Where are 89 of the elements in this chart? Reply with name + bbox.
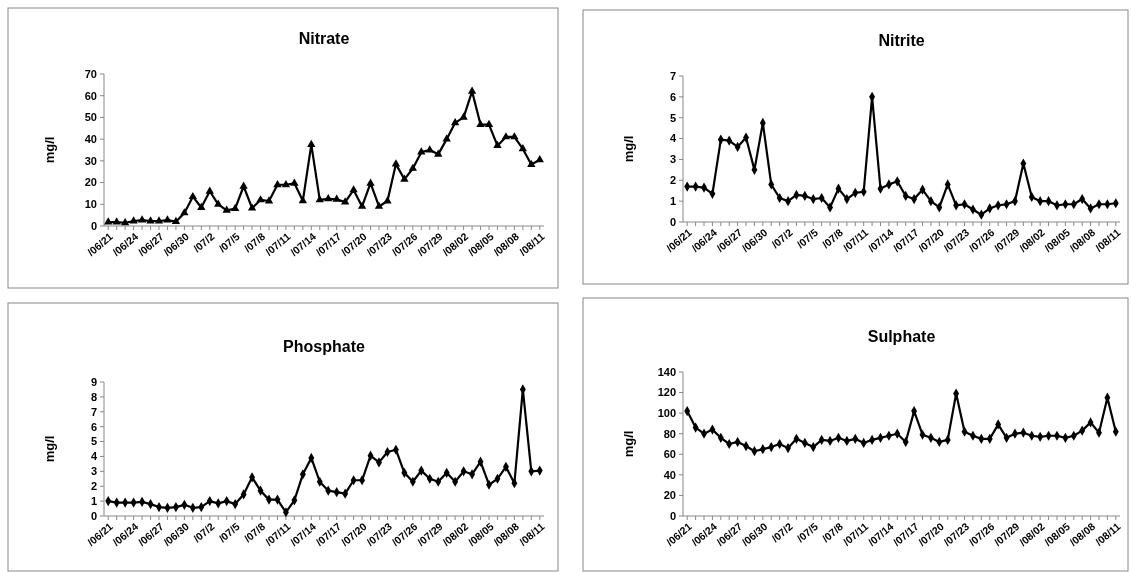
- point: [298, 196, 308, 204]
- point: [527, 159, 536, 167]
- y-axis-title: mg/l: [42, 136, 57, 164]
- y-tick-label: 0: [90, 509, 97, 522]
- point: [146, 216, 155, 224]
- y-tick-label: 60: [663, 448, 676, 461]
- point: [366, 178, 375, 186]
- point: [476, 119, 485, 127]
- point: [459, 112, 468, 120]
- point: [357, 201, 367, 209]
- point: [518, 144, 528, 152]
- point: [307, 139, 316, 147]
- y-tick-label: 6: [669, 90, 676, 103]
- y-tick-label: 140: [657, 365, 676, 378]
- y-tick-label: 5: [90, 435, 97, 448]
- point: [222, 205, 231, 213]
- point: [450, 118, 460, 126]
- y-axis-title: mg/l: [42, 435, 57, 463]
- point: [256, 195, 265, 203]
- point: [171, 216, 181, 225]
- point: [230, 203, 240, 212]
- y-tick-label: 30: [84, 154, 97, 167]
- y-tick-label: 7: [669, 69, 676, 82]
- y-tick-label: 0: [669, 509, 676, 522]
- y-tick-label: 80: [663, 427, 676, 440]
- point: [510, 132, 519, 140]
- y-tick-label: 4: [669, 132, 677, 145]
- y-tick-label: 3: [669, 153, 676, 166]
- y-tick-label: 0: [669, 215, 676, 228]
- point: [281, 179, 291, 188]
- y-tick-label: 1: [90, 494, 97, 507]
- y-tick-label: 40: [84, 132, 97, 145]
- point: [214, 199, 223, 207]
- chart-title: Nitrate: [298, 30, 350, 47]
- point: [273, 179, 282, 188]
- y-tick-label: 60: [84, 89, 97, 102]
- y-tick-label: 10: [84, 198, 97, 211]
- point: [374, 201, 384, 209]
- point: [129, 216, 138, 224]
- y-tick-label: 4: [90, 450, 98, 463]
- point: [332, 194, 341, 202]
- point: [120, 217, 130, 226]
- y-axis-title: mg/l: [621, 430, 636, 458]
- point: [180, 208, 189, 216]
- point: [349, 185, 358, 193]
- y-tick-label: 8: [90, 390, 97, 403]
- point: [501, 132, 511, 140]
- y-tick-label: 100: [657, 406, 676, 419]
- point: [197, 202, 206, 210]
- point: [137, 215, 147, 223]
- chart-title: Sulphate: [867, 328, 936, 345]
- point: [467, 86, 477, 94]
- y-tick-label: 70: [84, 67, 97, 80]
- point: [484, 119, 494, 127]
- y-tick-label: 2: [90, 480, 97, 493]
- point: [442, 134, 451, 142]
- chart-title: Nitrite: [878, 32, 925, 49]
- y-tick-label: 40: [663, 468, 676, 481]
- point: [493, 140, 502, 149]
- y-tick-label: 6: [90, 420, 97, 433]
- y-tick-label: 0: [90, 219, 97, 232]
- y-tick-label: 9: [90, 375, 97, 388]
- point: [425, 145, 434, 153]
- y-tick-label: 3: [90, 465, 97, 478]
- point: [247, 203, 257, 211]
- y-axis-title: mg/l: [621, 135, 636, 163]
- y-tick-label: 2: [669, 174, 676, 187]
- y-tick-label: 5: [669, 111, 676, 124]
- y-tick-label: 20: [663, 489, 676, 502]
- point: [391, 159, 401, 167]
- point: [205, 186, 214, 194]
- point: [163, 215, 172, 223]
- y-tick-label: 20: [84, 176, 97, 189]
- y-tick-label: 50: [84, 111, 97, 124]
- point: [400, 174, 409, 182]
- point: [340, 197, 350, 205]
- y-tick-label: 1: [669, 194, 676, 207]
- y-tick-label: 7: [90, 405, 97, 418]
- chart-title: Phosphate: [283, 338, 365, 355]
- point: [188, 191, 198, 200]
- point: [290, 178, 299, 186]
- point: [324, 194, 333, 202]
- point: [408, 163, 418, 171]
- point: [315, 195, 324, 203]
- point: [535, 154, 544, 163]
- y-tick-label: 120: [657, 386, 676, 399]
- point: [239, 181, 248, 189]
- point: [417, 147, 426, 155]
- point: [434, 149, 443, 157]
